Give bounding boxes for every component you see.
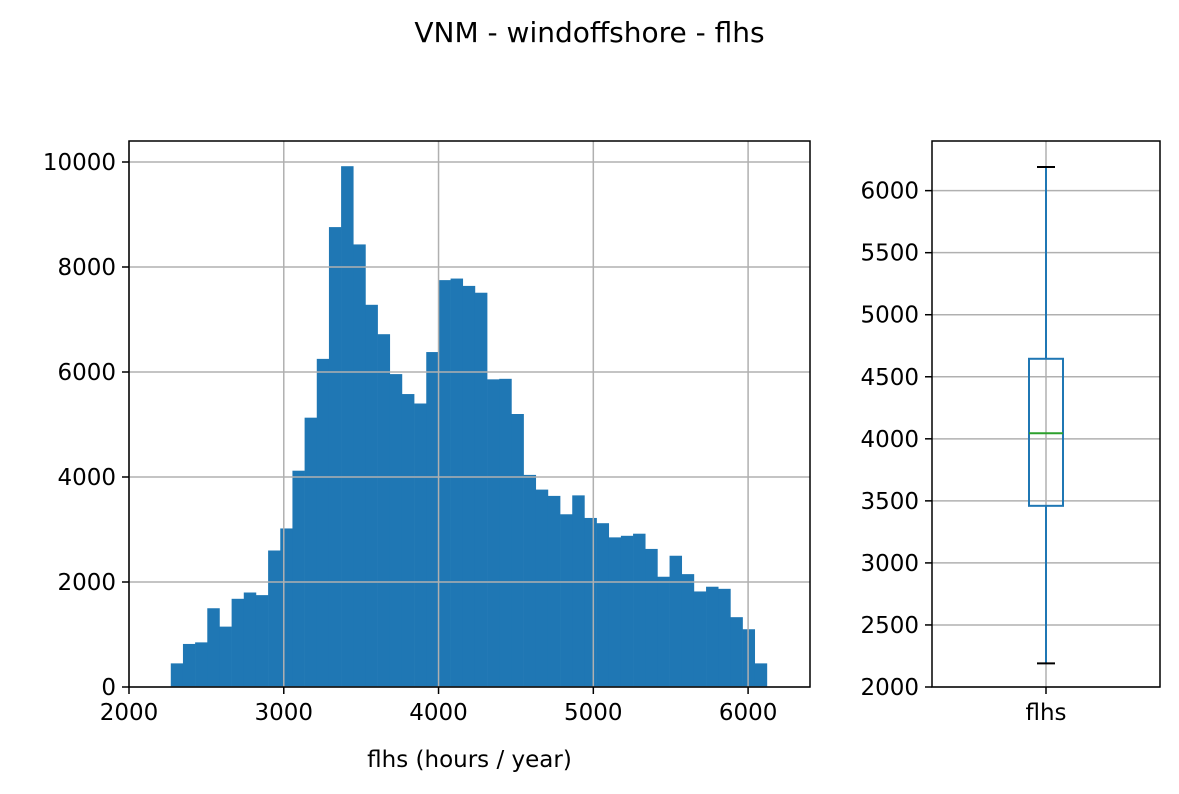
histogram-bar: [584, 517, 597, 687]
histogram-bar: [693, 591, 707, 687]
histogram-bar: [207, 608, 220, 687]
histogram-bar: [377, 334, 391, 687]
histogram-x-tick-label: 3000: [254, 700, 313, 726]
histogram-bar: [730, 617, 743, 687]
histogram-bar: [560, 514, 573, 687]
histogram-bar: [255, 595, 269, 687]
histogram-bar: [596, 523, 610, 687]
histogram-bar: [657, 576, 670, 687]
histogram-bar: [353, 244, 366, 688]
histogram-bar: [706, 586, 719, 687]
histogram-bar: [280, 528, 293, 687]
histogram-bar: [438, 280, 451, 687]
histogram-bar: [474, 292, 488, 687]
histogram-bar: [195, 642, 208, 687]
histogram-y-tick-label: 10000: [43, 150, 116, 176]
boxplot-y-tick-label: 2500: [860, 613, 919, 639]
histogram-bar: [681, 574, 695, 687]
histogram-y-tick-label: 6000: [57, 360, 116, 386]
chart-title: VNM - windoffshore - flhs: [414, 16, 765, 49]
histogram-bar: [182, 643, 196, 687]
boxplot-y-tick-label: 4500: [860, 365, 919, 391]
histogram-y-tick-label: 2000: [57, 570, 116, 596]
histogram-bar: [328, 227, 342, 687]
histogram-bar: [304, 417, 318, 687]
histogram-bar: [511, 414, 524, 687]
histogram-bar: [633, 533, 646, 687]
boxplot-y-tick-label: 6000: [860, 179, 919, 205]
histogram-bar: [365, 304, 378, 687]
boxplot-y-tick-label: 5000: [860, 303, 919, 329]
histogram-bar: [608, 537, 622, 687]
histogram-bar: [401, 394, 415, 687]
histogram-bar: [572, 495, 585, 687]
histogram-bar: [231, 598, 245, 687]
histogram-bar: [219, 626, 232, 687]
histogram-bar: [754, 663, 768, 687]
histogram-y-tick-label: 8000: [57, 255, 116, 281]
histogram-x-axis-label: flhs (hours / year): [367, 747, 572, 773]
histogram-bar: [292, 470, 305, 687]
histogram-bar: [620, 535, 634, 687]
boxplot-category-label: flhs: [1025, 700, 1066, 726]
histogram-bar: [389, 374, 403, 687]
histogram-x-tick-label: 5000: [564, 700, 623, 726]
boxplot-y-tick-label: 3000: [860, 551, 919, 577]
boxplot-y-tick-label: 3500: [860, 489, 919, 515]
histogram-bar: [462, 285, 476, 687]
histogram-bar: [718, 588, 731, 687]
histogram-bar: [547, 495, 561, 687]
histogram-bar: [499, 378, 512, 687]
histogram-x-tick-label: 2000: [100, 700, 159, 726]
histogram-bar: [426, 352, 439, 687]
histogram-bar: [243, 592, 257, 687]
histogram-x-tick-label: 6000: [719, 700, 778, 726]
histogram-bar: [645, 548, 658, 687]
histogram-frame: [128, 140, 811, 688]
histogram-bar: [341, 166, 354, 687]
histogram-bar: [669, 555, 683, 687]
histogram-x-tick-label: 4000: [409, 700, 468, 726]
histogram-y-tick-label: 0: [101, 675, 116, 701]
histogram-bar: [535, 489, 549, 687]
histogram-bar: [268, 550, 281, 687]
histogram-bar: [487, 379, 500, 687]
histogram-bar: [523, 474, 537, 687]
histogram-y-tick-label: 4000: [57, 465, 116, 491]
boxplot-y-tick-label: 4000: [860, 427, 919, 453]
histogram-bar: [170, 663, 184, 687]
histogram-bar: [414, 403, 427, 687]
boxplot-y-tick-label: 2000: [860, 675, 919, 701]
boxplot-y-tick-label: 5500: [860, 241, 919, 267]
histogram-bar: [450, 278, 464, 687]
histogram-bar: [316, 358, 330, 687]
